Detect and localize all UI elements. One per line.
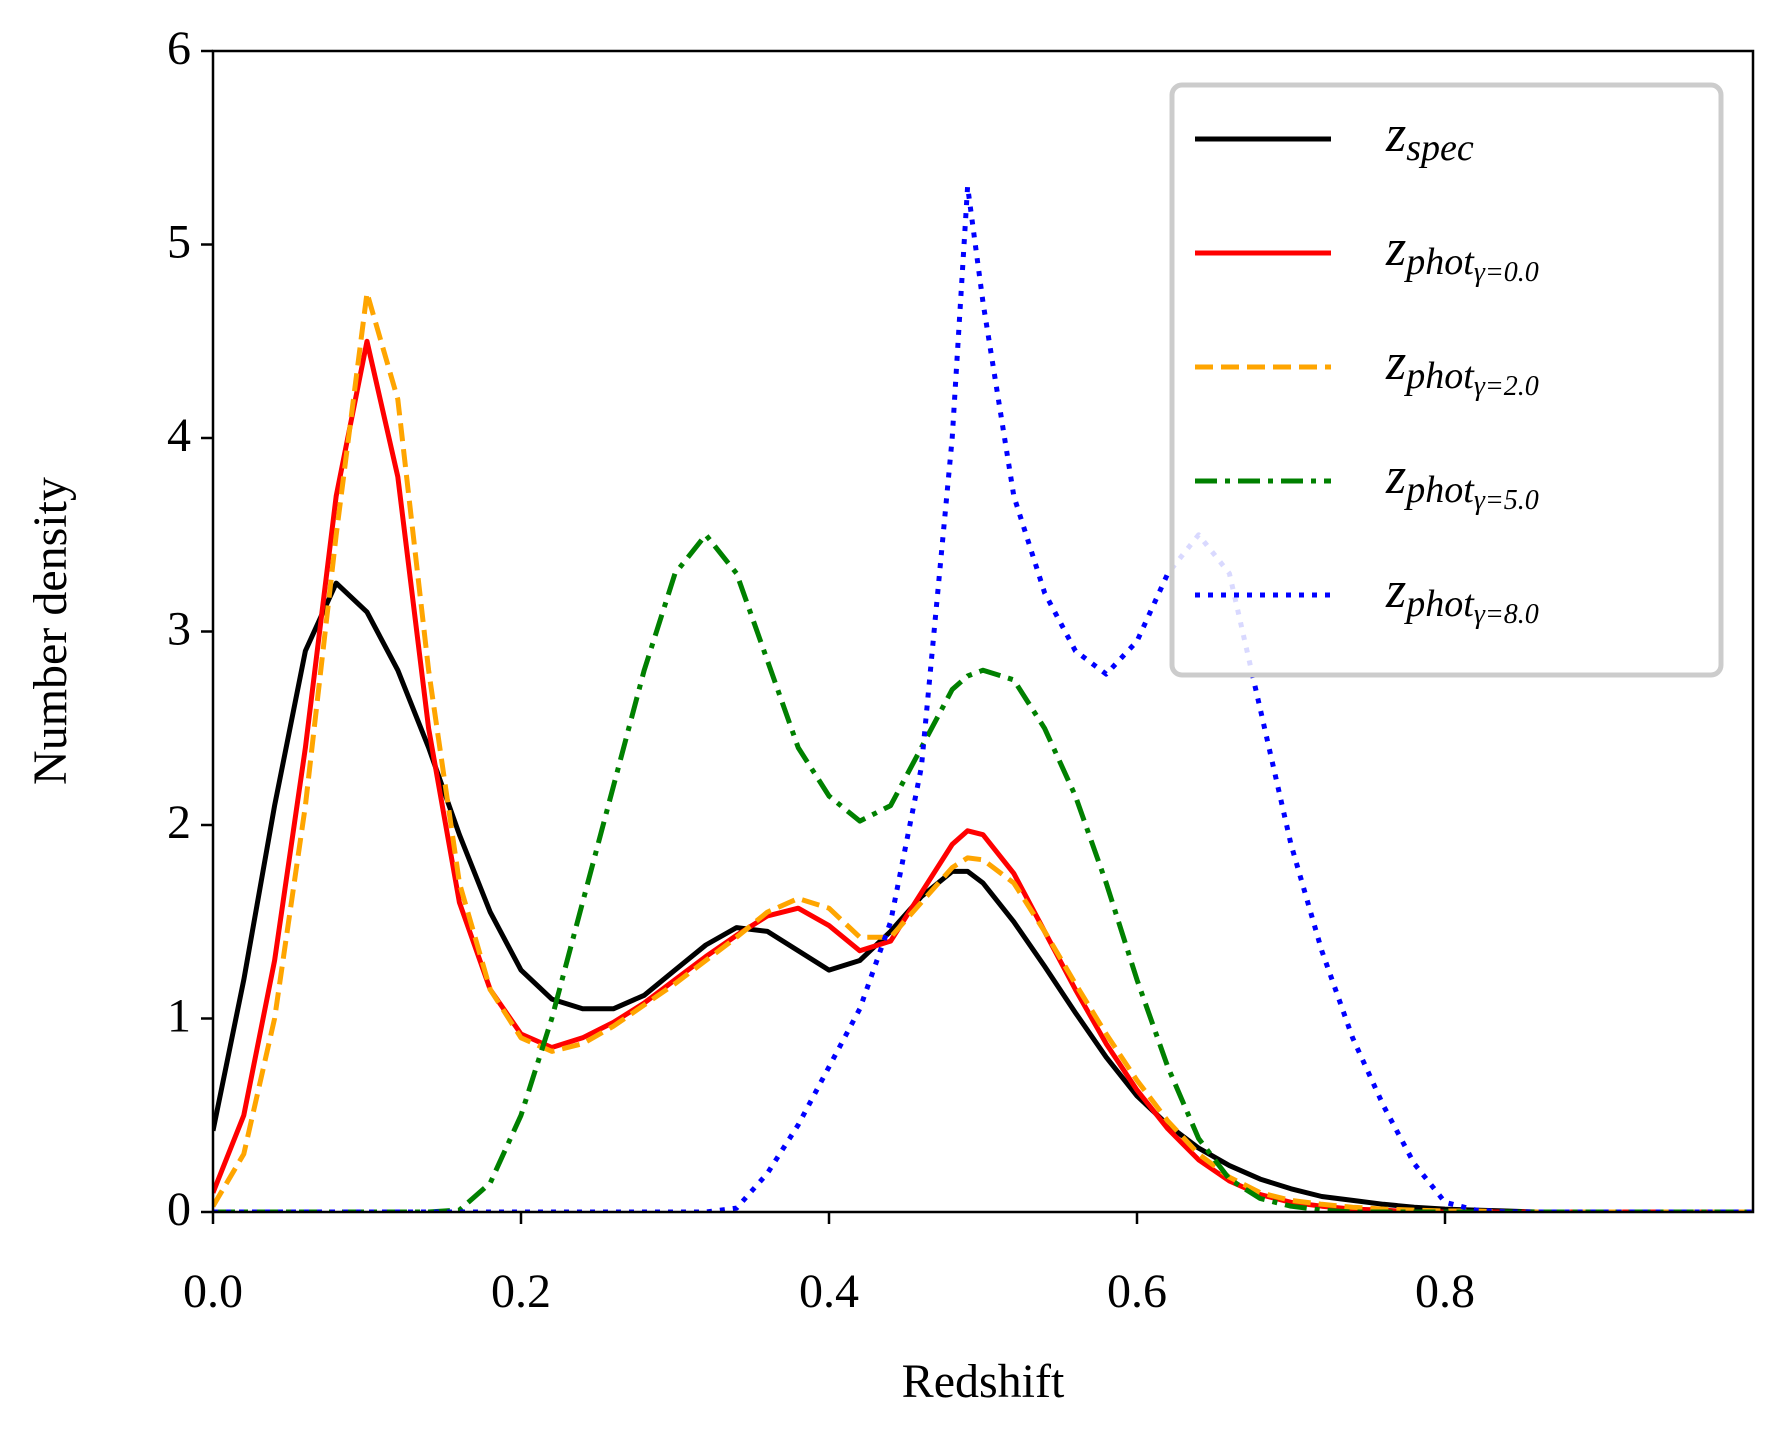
x-tick-label: 0.2 [491, 1265, 551, 1318]
legend-box [1169, 82, 1724, 678]
y-tick-label: 4 [167, 409, 191, 462]
y-tick-label: 3 [167, 603, 191, 656]
legend-label: zspec [1385, 106, 1474, 169]
x-tick-label: 0.8 [1415, 1265, 1475, 1318]
x-tick-label: 0.6 [1107, 1265, 1167, 1318]
x-tick-label: 0.4 [799, 1265, 859, 1318]
y-tick-label: 1 [167, 990, 191, 1043]
x-axis-label: Redshift [902, 1355, 1065, 1408]
x-tick-label: 0.0 [183, 1265, 243, 1318]
line-series [213, 532, 1753, 1212]
y-axis-label: Number density [24, 477, 77, 785]
legend-label: zphotγ=0.0 [1385, 220, 1539, 288]
plot-frame [211, 49, 1755, 1214]
legend: zspec zphotγ=0.0 zphotγ=2.0 zphotγ=5.0 zphot… [1169, 82, 1724, 678]
legend-label: zphotγ=5.0 [1385, 448, 1539, 516]
y-tick-label: 0 [167, 1183, 191, 1236]
y-tick-label: 6 [167, 22, 191, 75]
y-tick-label: 2 [167, 796, 191, 849]
legend-label: zphotγ=8.0 [1385, 562, 1539, 630]
legend-label: zphotγ=2.0 [1385, 334, 1539, 402]
line-series [213, 338, 1753, 1212]
y-tick-label: 5 [167, 216, 191, 269]
